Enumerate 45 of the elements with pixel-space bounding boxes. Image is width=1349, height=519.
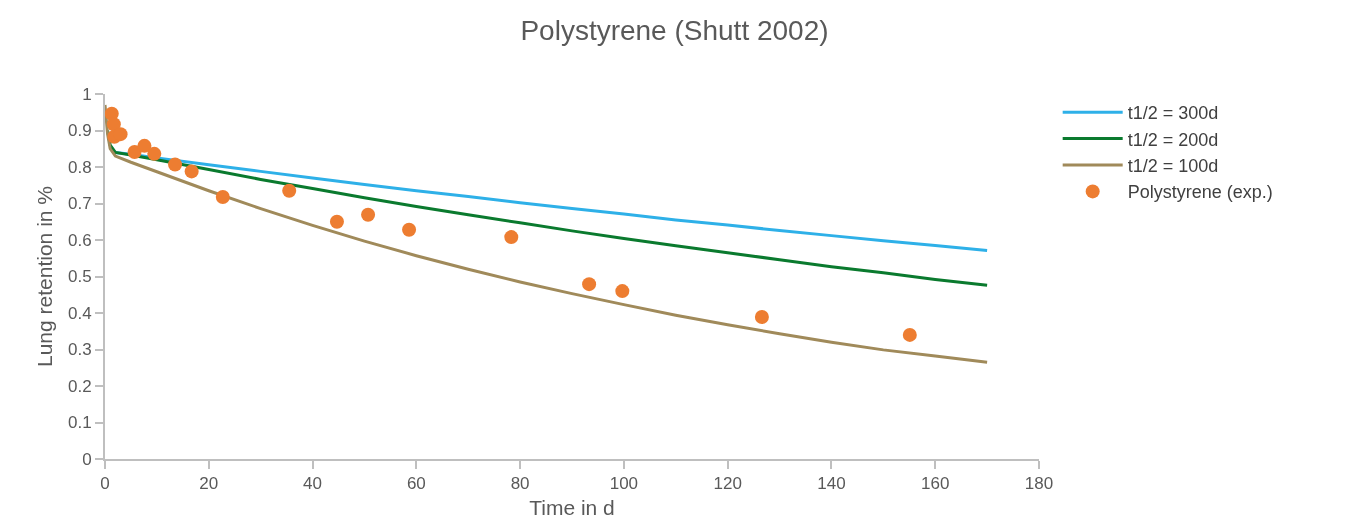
y-tick-label: 0.9 <box>67 121 92 141</box>
point <box>329 214 344 229</box>
x-axis-title: Time in d <box>529 496 615 519</box>
y-tick-label: 0.4 <box>67 303 92 323</box>
point <box>168 157 183 172</box>
point <box>615 284 630 299</box>
x-tick-label: 40 <box>303 474 323 494</box>
x-tick-label: 180 <box>1024 474 1054 494</box>
x-tick-label: 20 <box>199 474 219 494</box>
y-axis-title: Lung retention in % <box>32 186 56 367</box>
y-tick-label: 0.8 <box>67 157 92 177</box>
point <box>127 145 142 160</box>
point <box>361 207 376 222</box>
x-tick-label: 80 <box>510 474 530 494</box>
point <box>902 327 917 342</box>
x-tick-label: 60 <box>406 474 426 494</box>
y-tick-label: 0.2 <box>67 376 92 396</box>
point <box>582 277 597 292</box>
chart-title: Polystyrene (Shutt 2002) <box>520 15 829 47</box>
legend-label: Polystyrene (exp.) <box>1127 182 1273 203</box>
legend-label: t1/2 = 300d <box>1127 103 1219 124</box>
legend-label: t1/2 = 100d <box>1127 156 1219 177</box>
point <box>184 164 199 179</box>
point <box>504 230 519 245</box>
y-tick-label: 0.7 <box>67 194 92 214</box>
y-tick-label: 0.6 <box>67 230 92 250</box>
point <box>754 310 769 325</box>
legend-label: t1/2 = 200d <box>1127 129 1219 150</box>
y-tick-label: 0.5 <box>67 267 92 287</box>
x-tick-label: 160 <box>921 474 950 494</box>
line-series <box>105 103 989 364</box>
y-tick-label: 0.1 <box>67 413 92 433</box>
y-tick-label: 1 <box>82 84 92 104</box>
point <box>147 146 162 161</box>
point <box>137 138 152 153</box>
point <box>215 189 230 204</box>
point <box>402 222 417 237</box>
point <box>282 183 297 198</box>
y-tick-label: 0.3 <box>67 340 92 360</box>
y-tick-label: 0 <box>82 449 92 469</box>
x-tick-label: 140 <box>817 474 846 494</box>
x-tick-label: 100 <box>609 474 639 494</box>
point <box>106 117 121 132</box>
x-tick-label: 0 <box>100 474 110 494</box>
x-tick-label: 120 <box>713 474 742 494</box>
